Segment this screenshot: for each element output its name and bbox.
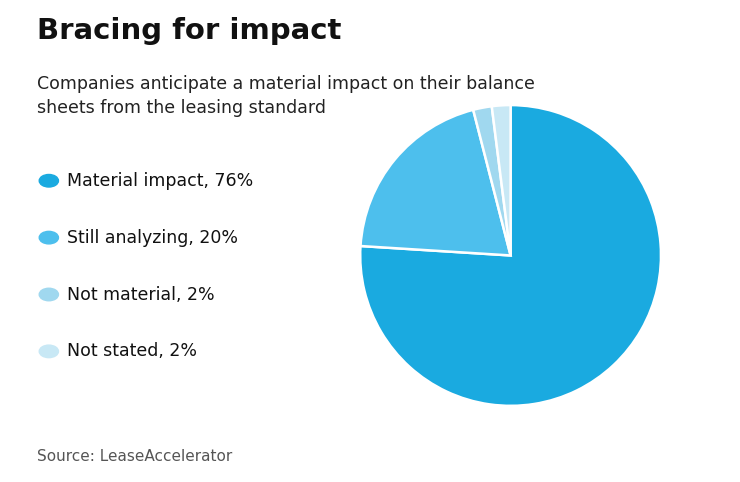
Circle shape (39, 231, 58, 244)
Text: Companies anticipate a material impact on their balance
sheets from the leasing : Companies anticipate a material impact o… (37, 75, 535, 117)
Text: Material impact, 76%: Material impact, 76% (67, 172, 253, 190)
Wedge shape (492, 105, 511, 255)
Text: Still analyzing, 20%: Still analyzing, 20% (67, 228, 238, 247)
Text: Not stated, 2%: Not stated, 2% (67, 342, 197, 361)
Text: Bracing for impact: Bracing for impact (37, 17, 341, 45)
Wedge shape (473, 106, 511, 255)
Wedge shape (360, 110, 511, 255)
Circle shape (39, 345, 58, 358)
Circle shape (39, 288, 58, 301)
Circle shape (39, 174, 58, 187)
Wedge shape (360, 105, 661, 406)
Text: Source: LeaseAccelerator: Source: LeaseAccelerator (37, 449, 232, 464)
Text: Not material, 2%: Not material, 2% (67, 285, 214, 304)
